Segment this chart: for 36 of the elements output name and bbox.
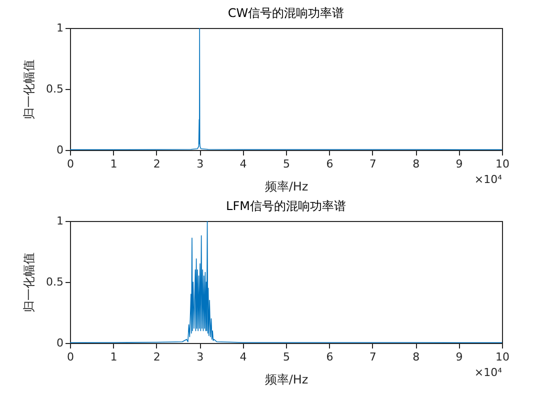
y-tick-label: 0 [56,144,64,156]
x-tick-label: 5 [283,350,290,364]
x-tick-label: 7 [369,350,376,364]
x-tick-label: 0 [67,350,74,364]
x-tick-label: 6 [326,350,334,364]
text: ×10⁴ [474,366,503,379]
y-tick-label: 0.5 [46,82,64,96]
x-tick-label: 6 [326,158,334,170]
x-axis-title: 频率/Hz [264,180,308,194]
x-tick-label: 0 [67,158,74,170]
x-tick-label: 10 [496,350,510,364]
x-tick-label: 9 [456,158,463,170]
x-tick-label: 4 [240,350,247,364]
x-tick-label: 9 [456,350,463,364]
x-axis-title: 频率/Hz [264,372,308,386]
text: ×10⁴ [474,173,503,186]
x-tick-label: 8 [412,350,420,364]
x-tick-label: 8 [412,158,420,170]
x-tick-label: 1 [110,158,118,170]
y-tick-label: 0 [56,336,64,350]
x-tick-label: 1 [110,350,118,364]
x-tick-label: 5 [283,158,290,170]
y-axis-title: 归一化幅值 [22,60,36,120]
chart-title: CW信号的混响功率谱 [228,6,344,20]
x-tick-label: 10 [496,158,510,170]
x-tick-label: 3 [196,158,204,170]
y-axis-title: 归一化幅值 [22,252,36,312]
x-tick-label: 7 [369,158,376,170]
x-tick-label: 3 [196,350,204,364]
x-tick-label: 2 [153,158,160,170]
x-tick-label: 4 [240,158,247,170]
y-tick-label: 0.5 [46,276,64,288]
y-tick-label: 1 [56,214,64,228]
y-tick-label: 1 [56,22,64,34]
x-tick-label: 2 [153,350,160,364]
chart-title: LFM信号的混响功率谱 [226,199,346,213]
